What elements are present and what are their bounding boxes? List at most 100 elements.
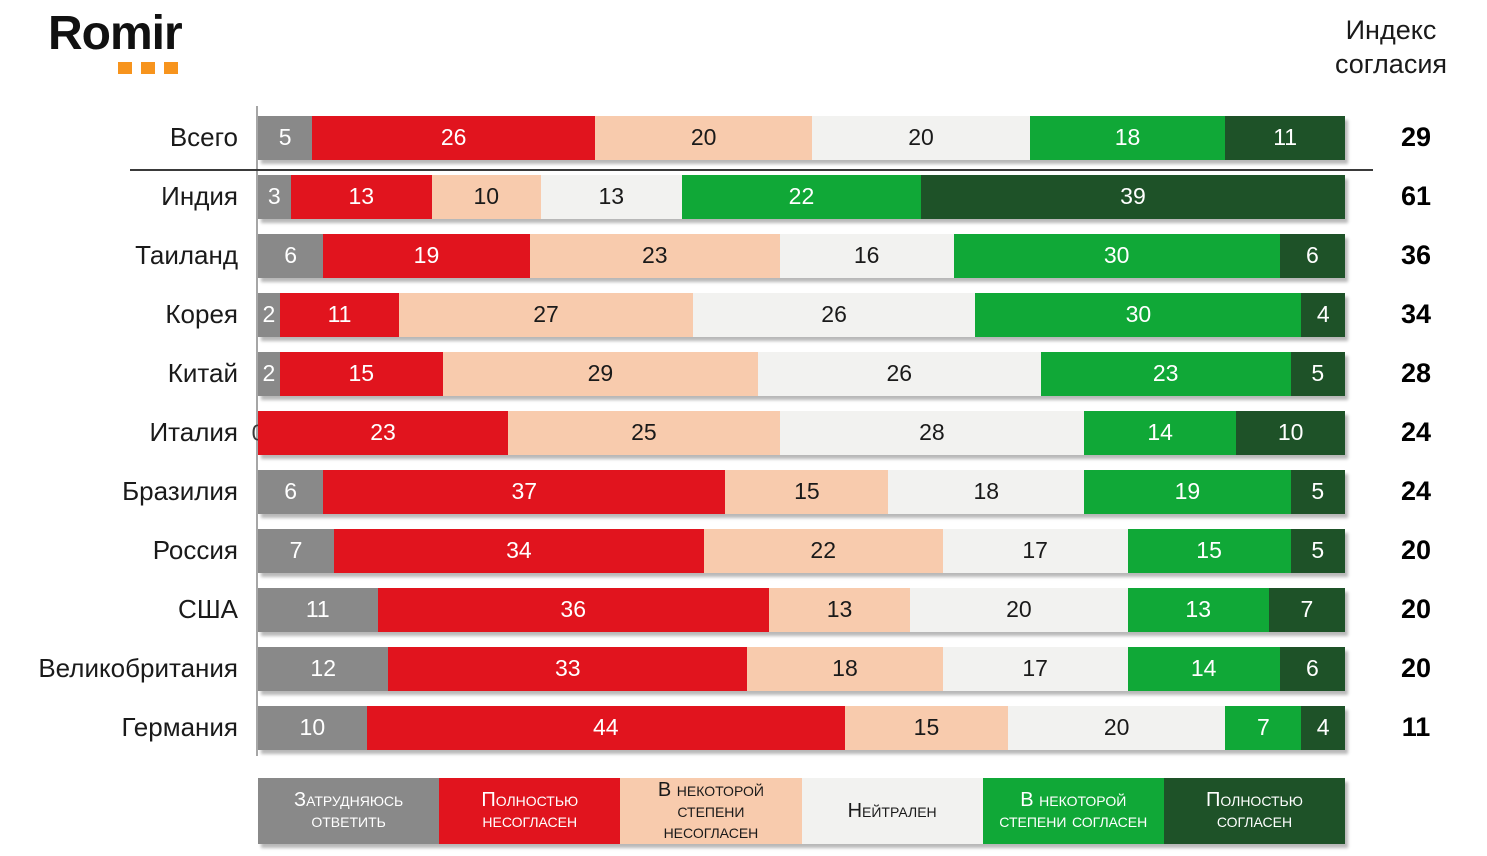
segment-value: 7 xyxy=(1257,714,1270,740)
bar-segment: 15 xyxy=(1127,528,1291,573)
bar-segment: 6 xyxy=(1279,646,1345,691)
segment-value: 29 xyxy=(587,360,614,386)
segment-value: 5 xyxy=(1311,360,1325,386)
bar-segment: 6 xyxy=(258,233,324,278)
bar-segment: 26 xyxy=(692,292,976,337)
bar-track: 2 15 29 26 23 5 xyxy=(258,351,1345,396)
segment-value: 5 xyxy=(278,124,292,150)
bar-segment: 10 xyxy=(431,174,541,219)
index-value: 24 xyxy=(1400,476,1432,506)
bar-track: 10 44 15 20 7 4 xyxy=(258,705,1345,750)
row-label: Бразилия xyxy=(122,476,238,506)
segment-value: 34 xyxy=(506,537,532,563)
legend-item: В некоторой степени согласен xyxy=(982,778,1164,844)
segment-value: 16 xyxy=(853,242,880,268)
index-value: 24 xyxy=(1400,417,1432,447)
chart-row: Таиланд 6 19 23 16 30 6 36 xyxy=(0,226,1487,285)
bar-track: 5 26 20 20 18 11 xyxy=(258,115,1345,160)
segment-value: 20 xyxy=(690,124,717,150)
segment-value: 26 xyxy=(821,301,847,327)
total-separator-line xyxy=(130,169,1373,171)
segment-value: 19 xyxy=(413,242,440,268)
bar-segment: 20 xyxy=(594,115,813,160)
segment-value: 17 xyxy=(1022,655,1048,681)
bar-segment: 22 xyxy=(703,528,943,573)
segment-value: 15 xyxy=(1196,537,1222,563)
row-label: Всего xyxy=(169,122,238,152)
segment-value: 37 xyxy=(511,478,538,504)
segment-value: 10 xyxy=(1277,419,1304,445)
bar-segment: 14 xyxy=(1127,646,1280,691)
segment-value: 22 xyxy=(788,183,815,209)
segment-value: 6 xyxy=(284,478,297,504)
bar-segment: 27 xyxy=(399,292,693,337)
segment-value: 25 xyxy=(631,419,657,445)
segment-value: 22 xyxy=(810,537,837,563)
bar-segment: 15 xyxy=(725,469,889,514)
row-label: Китай xyxy=(167,358,238,388)
legend-item: Полностью несогласен xyxy=(439,778,621,844)
segment-value: 3 xyxy=(267,183,281,209)
bar-segment: 19 xyxy=(323,233,530,278)
bar-segment: 18 xyxy=(747,646,943,691)
chart-row: Россия 7 34 22 17 15 5 20 xyxy=(0,521,1487,580)
chart-row: Китай 2 15 29 26 23 5 28 xyxy=(0,344,1487,403)
row-label: Индия xyxy=(161,181,238,211)
bar-segment: 29 xyxy=(442,351,758,396)
segment-value: 6 xyxy=(284,242,297,268)
segment-value: 26 xyxy=(886,360,913,386)
romir-logo-text: Romir xyxy=(48,7,183,60)
bar-segment: 16 xyxy=(779,233,954,278)
segment-value: 12 xyxy=(310,655,337,681)
segment-value: 33 xyxy=(554,655,581,681)
index-value: 20 xyxy=(1400,653,1432,683)
bar-segment: 30 xyxy=(953,233,1280,278)
bar-segment: 11 xyxy=(1225,115,1345,160)
segment-value: 5 xyxy=(1311,537,1325,563)
bar-track: 6 37 15 18 19 5 xyxy=(258,469,1345,514)
logo-dot xyxy=(118,62,132,74)
index-value: 11 xyxy=(1401,712,1431,742)
segment-value: 2 xyxy=(262,360,276,386)
index-value: 34 xyxy=(1400,299,1432,329)
segment-value: 7 xyxy=(1300,596,1314,622)
bar-segment: 23 xyxy=(258,410,508,455)
chart-row: Бразилия 6 37 15 18 19 5 24 xyxy=(0,462,1487,521)
segment-value: 11 xyxy=(1273,124,1298,150)
bar-segment: 22 xyxy=(681,174,922,219)
index-value: 61 xyxy=(1400,181,1432,211)
bar-segment: 13 xyxy=(768,587,911,632)
segment-value: 18 xyxy=(973,478,1000,504)
segment-value: 23 xyxy=(1152,360,1179,386)
bar-segment: 2 xyxy=(258,292,280,337)
bar-segment: 39 xyxy=(921,174,1345,219)
segment-value: 10 xyxy=(299,714,326,740)
segment-value: 15 xyxy=(794,478,820,504)
legend-item: Затрудняюсь ответить xyxy=(258,778,440,844)
bar-segment: 10 xyxy=(258,705,367,750)
romir-logo: Romir xyxy=(48,7,183,74)
segment-value: 20 xyxy=(1006,596,1032,622)
romir-logo-dots xyxy=(118,62,178,74)
bar-segment: 4 xyxy=(1301,705,1345,750)
segment-value: 17 xyxy=(1022,537,1048,563)
bar-segment: 7 xyxy=(258,528,335,573)
segment-value: 6 xyxy=(1305,242,1319,268)
segment-value: 7 xyxy=(289,537,303,563)
bar-segment: 14 xyxy=(1084,410,1237,455)
bar-segment: 10 xyxy=(1236,410,1345,455)
segment-value: 11 xyxy=(305,596,330,622)
row-label: Германия xyxy=(121,712,238,742)
bar-track: 7 34 22 17 15 5 xyxy=(258,528,1345,573)
index-value: 20 xyxy=(1400,535,1432,565)
chart-row: Корея 2 11 27 26 30 4 34 xyxy=(0,285,1487,344)
bar-segment: 18 xyxy=(1029,115,1226,160)
bar-segment: 13 xyxy=(290,174,432,219)
bar-segment: 3 xyxy=(258,174,291,219)
bar-track: 2 11 27 26 30 4 xyxy=(258,292,1345,337)
bar-segment: 4 xyxy=(1301,292,1345,337)
y-axis-line xyxy=(256,106,258,756)
chart-row: Индия 3 13 10 13 22 39 61 xyxy=(0,167,1487,226)
bar-segment: 25 xyxy=(508,410,780,455)
segment-value: 2 xyxy=(262,301,276,327)
